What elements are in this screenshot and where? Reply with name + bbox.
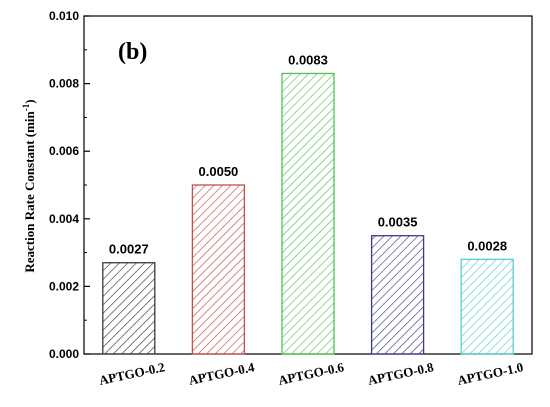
y-tick-label: 0.008 [49,77,79,91]
bar-aptgo-1-0 [460,258,514,355]
bars [102,72,514,355]
panel-label: (b) [118,39,147,65]
x-tick-label: APTGO-0.2 [98,359,166,388]
bar-value-label: 0.0027 [109,242,149,257]
bar-value-label: 0.0035 [378,215,418,230]
bar-aptgo-0-6 [281,72,335,355]
value-labels: 0.0027 0.0050 0.0083 0.0035 0.0028 [109,52,507,256]
y-axis-title-sup: -1 [21,103,31,111]
bar-aptgo-0-8 [370,235,425,355]
y-tick-label: 0.004 [49,212,79,226]
y-tick-label: 0.002 [49,279,79,293]
x-tick-label: APTGO-1.0 [456,359,524,388]
bar-value-label: 0.0028 [467,238,507,253]
y-axis-title-main: Reaction Rate Constant (min [22,110,37,272]
x-tick-label: APTGO-0.4 [187,359,256,388]
y-tick-label: 0.006 [49,144,79,158]
y-axis: 0.000 0.002 0.004 0.006 0.008 0.010 [49,9,90,361]
bar-value-label: 0.0050 [199,164,239,179]
x-tick-label: APTGO-0.8 [366,359,435,388]
bar-aptgo-0-4 [191,184,246,355]
y-tick-label: 0.010 [49,9,79,23]
y-axis-title-end: ) [22,99,37,103]
x-tick-label: APTGO-0.6 [277,359,346,388]
bar-aptgo-0-2 [102,262,156,355]
y-tick-label: 0.000 [49,347,79,361]
y-axis-title: Reaction Rate Constant (min-1) [21,99,37,272]
bar-value-label: 0.0083 [288,52,328,67]
x-axis: APTGO-0.2 APTGO-0.4 APTGO-0.6 APTGO-0.8 APTG… [98,359,525,388]
